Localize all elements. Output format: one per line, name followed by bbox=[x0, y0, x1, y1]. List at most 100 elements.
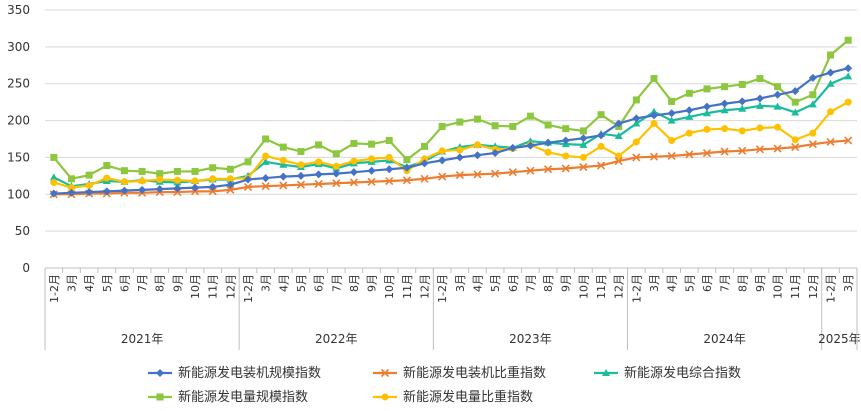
data-point bbox=[791, 136, 799, 144]
data-point bbox=[774, 123, 782, 131]
data-point bbox=[368, 155, 376, 163]
series-line bbox=[53, 139, 849, 196]
series-line bbox=[52, 39, 849, 180]
data-point bbox=[385, 165, 394, 174]
data-point bbox=[297, 148, 305, 156]
x-tick-label: 8月 bbox=[542, 274, 555, 292]
data-point bbox=[509, 122, 517, 130]
data-point bbox=[685, 106, 694, 115]
data-point bbox=[844, 72, 853, 80]
year-label: 2023年 bbox=[509, 332, 552, 346]
legend-item-5: 新能源发电量比重指数 bbox=[373, 389, 533, 405]
data-point bbox=[332, 162, 340, 170]
data-point bbox=[667, 116, 676, 124]
data-point bbox=[703, 125, 711, 133]
data-point bbox=[155, 185, 164, 194]
x-marker-stroke bbox=[508, 168, 517, 177]
data-point bbox=[526, 141, 535, 150]
data-point bbox=[614, 132, 623, 140]
data-point bbox=[350, 139, 358, 147]
x-marker-stroke bbox=[544, 165, 553, 174]
data-point bbox=[421, 155, 429, 163]
data-point bbox=[191, 167, 199, 175]
data-point bbox=[473, 115, 481, 123]
data-point bbox=[367, 166, 376, 175]
data-point bbox=[491, 149, 500, 158]
data-point bbox=[579, 140, 588, 148]
data-point bbox=[544, 121, 552, 129]
x-marker-stroke bbox=[243, 182, 253, 191]
data-point bbox=[720, 106, 729, 114]
data-point bbox=[261, 157, 270, 165]
data-point bbox=[385, 176, 394, 186]
y-tick-label: 350 bbox=[7, 3, 30, 17]
x-marker-stroke bbox=[367, 177, 376, 186]
data-point bbox=[755, 94, 764, 103]
data-point bbox=[667, 109, 676, 118]
data-point bbox=[614, 157, 623, 166]
data-point bbox=[756, 75, 764, 83]
data-point bbox=[120, 186, 129, 195]
data-point bbox=[208, 187, 217, 196]
data-point bbox=[473, 151, 482, 160]
data-point bbox=[438, 156, 447, 165]
data-point bbox=[314, 170, 323, 179]
data-point bbox=[67, 175, 75, 183]
data-point bbox=[420, 174, 429, 183]
data-point bbox=[649, 152, 659, 161]
data-point bbox=[738, 146, 747, 155]
data-point bbox=[809, 129, 817, 137]
x-tick-label: 8月 bbox=[348, 274, 361, 292]
data-point bbox=[596, 161, 606, 170]
x-tick-label: 1-2月 bbox=[630, 274, 643, 303]
legend: 新能源发电装机规模指数 新能源发电装机比重指数 新能源发电综合指数新能源发电量规模指… bbox=[148, 365, 741, 405]
x-marker-stroke bbox=[385, 176, 394, 186]
data-point bbox=[508, 168, 517, 177]
data-point bbox=[632, 138, 640, 146]
x-tick-label: 9月 bbox=[754, 274, 767, 292]
data-point bbox=[720, 147, 729, 156]
data-point bbox=[561, 164, 570, 173]
data-point bbox=[103, 162, 111, 170]
data-point bbox=[791, 108, 800, 116]
data-point bbox=[244, 158, 252, 166]
x-marker-stroke bbox=[826, 137, 835, 147]
data-point bbox=[632, 96, 640, 104]
data-point bbox=[367, 177, 376, 186]
data-point bbox=[562, 125, 570, 133]
x-tick-label: 12月 bbox=[613, 274, 626, 299]
legend-label: 新能源发电量规模指数 bbox=[178, 389, 308, 405]
x-tick-label: 10月 bbox=[772, 274, 785, 299]
data-point bbox=[668, 136, 676, 144]
x-marker-stroke bbox=[491, 169, 500, 178]
legend-item-1: 新能源发电装机规模指数 bbox=[148, 365, 321, 381]
legend-label: 新能源发电装机比重指数 bbox=[403, 365, 546, 381]
data-point bbox=[138, 167, 146, 175]
x-tick-label: 1-2月 bbox=[436, 274, 449, 303]
x-marker-stroke bbox=[226, 185, 235, 194]
data-point bbox=[579, 134, 588, 143]
y-axis: 0 50 100 150 200 250 300 350 bbox=[7, 3, 30, 275]
data-point bbox=[350, 157, 358, 165]
data-point bbox=[756, 124, 764, 132]
data-point bbox=[827, 108, 835, 116]
x-tick-label: 7月 bbox=[330, 274, 343, 292]
data-point bbox=[279, 143, 287, 151]
legend-swatch-marker bbox=[602, 369, 610, 376]
data-point bbox=[473, 170, 482, 179]
data-point bbox=[314, 179, 323, 189]
x-marker-stroke bbox=[208, 187, 217, 196]
x-marker-stroke bbox=[332, 179, 341, 188]
x-marker-stroke bbox=[702, 148, 712, 158]
x-marker-stroke bbox=[844, 136, 853, 145]
data-point bbox=[508, 143, 517, 152]
x-tick-label: 5月 bbox=[683, 274, 696, 292]
data-point bbox=[632, 119, 641, 127]
x-tick-label: 12月 bbox=[807, 274, 820, 299]
data-point bbox=[685, 150, 694, 159]
data-point bbox=[332, 150, 340, 158]
data-point bbox=[685, 89, 693, 97]
data-point bbox=[67, 184, 75, 192]
data-point bbox=[156, 170, 164, 178]
